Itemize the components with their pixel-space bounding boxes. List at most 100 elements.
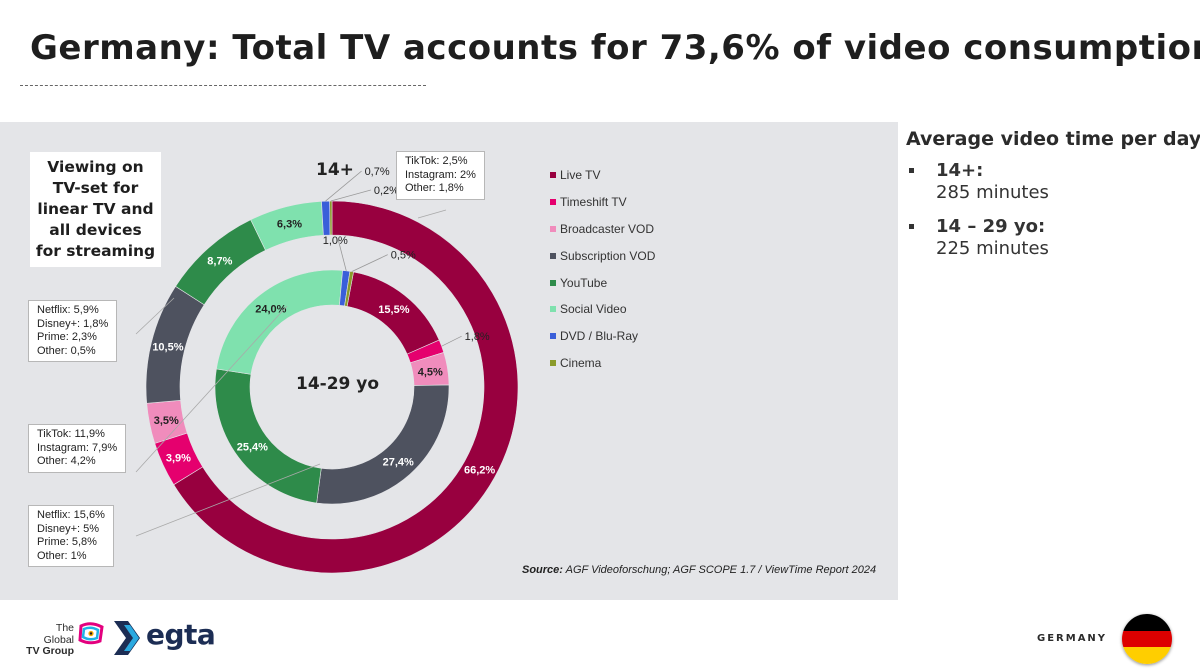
page-title: Germany: Total TV accounts for 73,6% of … — [30, 28, 1200, 68]
legend-swatch — [550, 333, 556, 340]
outer-svod-callout: Netflix: 5,9% Disney+: 1,8% Prime: 2,3% … — [28, 300, 118, 362]
side-list: 14+: 285 minutes 14 – 29 yo: 225 minutes — [906, 160, 1049, 272]
tgtv-wordmark: The Global TV Group — [22, 622, 74, 658]
outer-data-label: 10,5% — [152, 342, 183, 354]
viewing-note-line: TV-set for — [52, 179, 139, 197]
outer-social-connector — [417, 209, 447, 219]
legend-item-social-video: Social Video — [550, 296, 655, 323]
legend-label: Subscription VOD — [560, 248, 656, 263]
legend-label: Cinema — [560, 355, 602, 370]
outer-data-label: 66,2% — [464, 464, 495, 476]
outer-data-label: 8,7% — [207, 256, 232, 268]
inner-data-label: 25,4% — [237, 442, 268, 454]
callout-line: Prime: 5,8% — [37, 536, 97, 548]
legend-swatch — [550, 172, 556, 179]
inner-slice-social-video — [216, 269, 343, 375]
legend-item-cinema: Cinema — [550, 350, 655, 377]
legend-label: Live TV — [560, 168, 601, 183]
viewing-note-line: Viewing on — [47, 158, 144, 176]
callout-line: TikTok: 2,5% — [405, 155, 468, 167]
outer-data-label: 0,7% — [365, 166, 390, 178]
inner-social-connector — [135, 305, 288, 473]
outer-data-label: 0,2% — [374, 185, 399, 197]
inner-data-label: 24,0% — [255, 304, 286, 316]
bullet-icon — [909, 168, 914, 173]
legend-label: Timeshift TV — [560, 195, 627, 210]
egta-mark-icon — [114, 621, 140, 655]
inner-slice-cinema — [344, 271, 354, 307]
inner-data-label: 1,8% — [465, 331, 490, 343]
side-item-value: 285 minutes — [936, 182, 1049, 203]
inner-leader-line — [441, 335, 462, 347]
outer-leader-line — [325, 170, 362, 202]
outer-data-label: 3,5% — [154, 415, 179, 427]
callout-line: Other: 1,8% — [405, 182, 464, 194]
legend-label: Social Video — [560, 302, 627, 317]
legend-item-youtube: YouTube — [550, 269, 655, 296]
side-item: 14 – 29 yo: 225 minutes — [906, 216, 1049, 260]
callout-line: Other: 4,2% — [37, 455, 96, 467]
global-tv-group-logo: The Global TV Group — [22, 620, 106, 660]
side-item-label: 14 – 29 yo: — [936, 216, 1046, 237]
chart-panel: 66,2% 3,9% 10,5% 8,7% 3,5% 6,3% 15,5% 27,4% 25,4… — [0, 122, 898, 600]
legend-item-dvd-blu-ray: DVD / Blu-Ray — [550, 323, 655, 350]
legend-label: Broadcaster VOD — [560, 221, 655, 236]
tgtv-line: TV Group — [26, 645, 74, 657]
viewing-note: Viewing on TV-set for linear TV and all … — [30, 152, 161, 267]
tgtv-line: Global — [43, 633, 74, 646]
legend-swatch — [550, 199, 556, 206]
flag-stripe-gold — [1122, 647, 1172, 664]
legend-item-timeshift-tv: Timeshift TV — [550, 189, 655, 216]
legend-swatch — [550, 252, 556, 259]
inner-data-label: 15,5% — [378, 304, 409, 316]
side-item: 14+: 285 minutes — [906, 160, 1049, 204]
outer-slice-cinema — [329, 200, 333, 236]
outer-ring-title: 14+ — [316, 160, 354, 180]
inner-svod-connector — [135, 463, 321, 537]
inner-data-label: 27,4% — [383, 456, 414, 468]
legend-item-subscription-vod: Subscription VOD — [550, 242, 655, 269]
outer-svod-connector — [135, 297, 175, 335]
callout-line: Other: 0,5% — [37, 344, 96, 357]
source-label: Source: — [522, 564, 563, 576]
inner-data-label: 4,5% — [418, 366, 443, 378]
callout-line: TikTok: 11,9% — [37, 428, 105, 440]
callout-line: Other: 1% — [37, 549, 87, 562]
outer-leader-line — [330, 189, 371, 202]
inner-svod-callout: Netflix: 15,6% Disney+: 5% Prime: 5,8% O… — [28, 505, 114, 567]
chart-legend: Live TV Timeshift TV Broadcaster VOD Sub… — [550, 162, 655, 376]
callout-line: Instagram: 2% — [405, 168, 476, 181]
inner-slice-subscription-vod — [316, 384, 450, 505]
tv-group-icon — [78, 622, 104, 645]
egta-wordmark: egta — [146, 618, 216, 651]
source-note: Source: AGF Videoforschung; AGF SCOPE 1.… — [522, 564, 876, 576]
callout-line: Prime: 2,3% — [37, 331, 97, 343]
title-divider — [20, 85, 426, 86]
legend-swatch — [550, 306, 556, 313]
legend-label: DVD / Blu-Ray — [560, 329, 639, 344]
inner-data-label: 0,5% — [391, 250, 416, 262]
legend-item-live-tv: Live TV — [550, 162, 655, 189]
outer-slice-live-tv — [173, 200, 519, 574]
inner-ring-title: 14-29 yo — [296, 374, 380, 394]
legend-item-broadcaster-vod: Broadcaster VOD — [550, 216, 655, 243]
tgtv-line: The — [55, 622, 74, 634]
outer-data-label: 6,3% — [277, 218, 302, 230]
side-heading: Average video time per day: — [906, 128, 1200, 150]
inner-leader-line — [337, 239, 347, 271]
callout-line: Disney+: 5% — [37, 522, 100, 535]
legend-swatch — [550, 359, 556, 366]
side-item-label: 14+: — [936, 160, 984, 181]
flag-stripe-red — [1122, 630, 1172, 648]
inner-data-label: 1,0% — [323, 235, 348, 247]
viewing-note-line: linear TV and — [37, 200, 154, 218]
callout-line: Netflix: 15,6% — [37, 509, 105, 521]
outer-social-callout: TikTok: 2,5% Instagram: 2% Other: 1,8% — [396, 151, 485, 200]
side-item-value: 225 minutes — [936, 238, 1049, 259]
legend-label: YouTube — [560, 275, 608, 290]
country-label: GERMANY — [1037, 633, 1108, 644]
germany-flag-icon — [1122, 614, 1172, 664]
inner-social-callout: TikTok: 11,9% Instagram: 7,9% Other: 4,2… — [28, 424, 127, 473]
viewing-note-line: for streaming — [35, 242, 156, 260]
viewing-note-line: all devices — [49, 221, 142, 239]
